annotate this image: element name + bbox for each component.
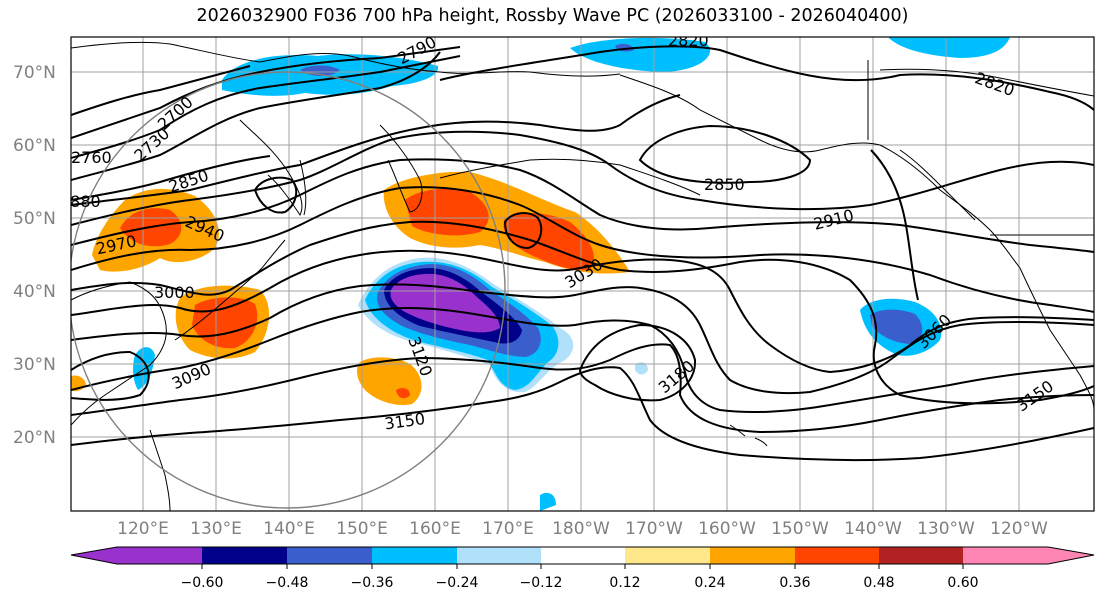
colorbar-tick-label: −0.12 [520, 575, 563, 591]
colorbar: −0.60 −0.48 −0.36 −0.24 −0.12 0.12 0.24 … [70, 546, 1095, 591]
lon-label: 170°W [625, 519, 683, 539]
shade-npac-red-west [405, 188, 489, 236]
anomaly-shading [71, 37, 1010, 511]
contour-2700 [71, 65, 251, 116]
height-contours [71, 45, 1094, 462]
contour-low-okhotsk [253, 176, 298, 214]
longitude-labels: 120°E 130°E 140°E 150°E 160°E 170°E 180°… [117, 519, 1048, 539]
lon-label: 140°W [844, 519, 902, 539]
colorbar-tick-label: 0.36 [779, 575, 810, 591]
lon-label: 130°W [917, 519, 975, 539]
contour-high-sw [71, 350, 150, 401]
contour-3150 [71, 366, 1094, 462]
colorbar-tick-label: −0.24 [436, 575, 479, 591]
colorbar-tick-label: −0.48 [266, 575, 309, 591]
colorbar-seg-7 [710, 547, 795, 564]
lat-label: 30°N [13, 355, 56, 375]
coast-philippines [149, 429, 171, 511]
contour-label: 2820 [668, 31, 709, 50]
shade-kx-purple [390, 273, 500, 333]
contour-2820 [439, 45, 1094, 111]
lat-label: 40°N [13, 282, 56, 302]
colorbar-seg-6 [625, 547, 710, 564]
coast-siberia [71, 41, 621, 77]
colorbar-tick-label: 0.60 [947, 575, 978, 591]
coast-na-west [1019, 267, 1094, 411]
colorbar-seg-5 [541, 547, 625, 564]
contour-2730 [71, 46, 461, 139]
colorbar-seg-1 [202, 547, 287, 564]
contour-2790 [71, 51, 441, 181]
colorbar-tick-label: 0.24 [694, 575, 725, 591]
coast-arctic-na [879, 68, 1094, 97]
coast-alaska [619, 74, 1021, 269]
reference-circle [71, 71, 506, 509]
contour-label: 2850 [704, 175, 745, 194]
coast-kamchatka [379, 124, 423, 213]
contour-2760 [71, 55, 461, 159]
contour-label: 3000 [154, 283, 195, 302]
shade-arctic-east [888, 37, 1010, 58]
contour-2850-low [638, 124, 812, 184]
lon-label: 120°E [117, 519, 169, 539]
colorbar-seg-9 [879, 547, 963, 564]
contour-2880 [71, 94, 681, 206]
contour-2910 [71, 130, 1094, 226]
colorbar-seg-8 [795, 547, 879, 564]
lon-label: 150°E [336, 519, 388, 539]
graticule [71, 37, 1094, 511]
lat-label: 60°N [13, 136, 56, 156]
colorbar-seg-3 [372, 547, 457, 564]
lon-label: 170°E [482, 519, 534, 539]
contour-3090 [71, 307, 1094, 414]
lon-label: 160°E [409, 519, 461, 539]
colorbar-tick-label: 0.48 [863, 575, 894, 591]
lat-label: 20°N [13, 428, 56, 448]
lon-label: 160°W [698, 519, 756, 539]
coastlines [71, 41, 1094, 511]
contour-label: 2880 [60, 192, 101, 211]
contour-3180 [578, 323, 697, 402]
shade-pale-blob-1 [635, 362, 648, 375]
lat-label: 70°N [13, 63, 56, 83]
contour-label: 2760 [71, 148, 112, 167]
coast-japan [174, 239, 286, 341]
contour-2850-west [71, 155, 271, 201]
lon-label: 150°W [771, 519, 829, 539]
contour-trough-east [870, 149, 919, 301]
shade-ep-royal [870, 309, 923, 344]
contour-3000 [71, 220, 1094, 405]
shade-pale-blob-2 [540, 492, 556, 511]
coast-aleutians [439, 158, 701, 196]
contour-2970 [71, 186, 1094, 313]
colorbar-tick-label: −0.36 [351, 575, 394, 591]
lon-label: 180°W [552, 519, 610, 539]
lon-label: 120°W [990, 519, 1048, 539]
map-frame [70, 36, 1095, 512]
colorbar-tick-label: −0.60 [181, 575, 224, 591]
lon-label: 130°E [190, 519, 242, 539]
contour-3060 [71, 283, 1094, 395]
shade-south-red [396, 387, 410, 399]
colorbar-seg-0 [71, 547, 202, 564]
colorbar-ticks [201, 564, 964, 569]
map-title: 2026032900 F036 700 hPa height, Rossby W… [196, 6, 909, 26]
lat-label: 50°N [13, 209, 56, 229]
latitude-labels: 70°N 60°N 50°N 40°N 30°N 20°N [13, 63, 56, 448]
contour-2940 [71, 158, 1094, 253]
coast-bc [899, 149, 976, 221]
contour-low-pac [503, 212, 543, 250]
colorbar-seg-2 [287, 547, 372, 564]
contour-3120 [71, 343, 1094, 434]
colorbar-seg-10 [963, 547, 1094, 564]
colorbar-tick-label: 0.12 [609, 575, 640, 591]
colorbar-seg-4 [457, 547, 541, 564]
lon-label: 140°E [263, 519, 315, 539]
colorbar-outline [70, 546, 1095, 565]
